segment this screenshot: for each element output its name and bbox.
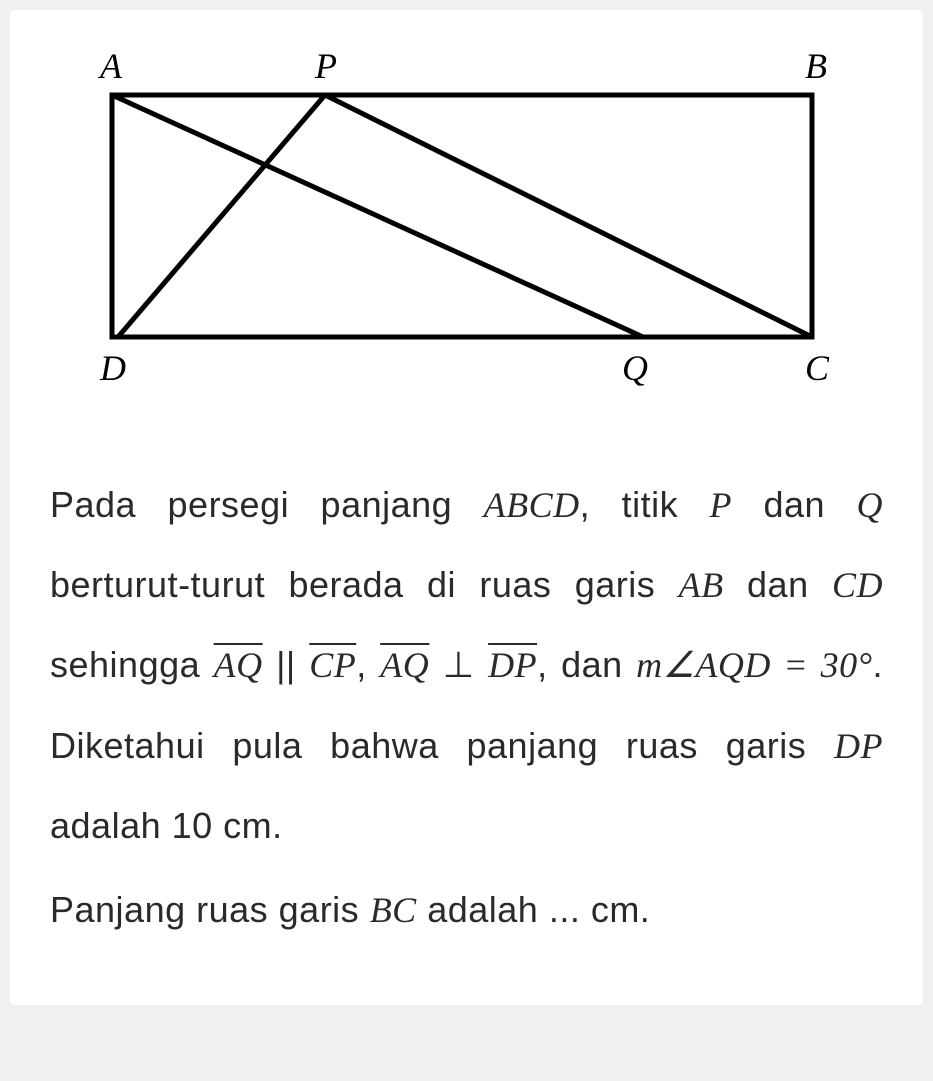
seg-DP: DP xyxy=(488,645,537,685)
parallel-symbol: || xyxy=(263,644,310,685)
var-CD: CD xyxy=(832,565,883,605)
label-D: D xyxy=(100,347,126,389)
diagram-wrapper: A P B D Q C xyxy=(50,45,883,385)
seg-AQ: AQ xyxy=(214,645,263,685)
text-span: berturut-turut berada di ruas garis xyxy=(50,564,679,605)
var-DP: DP xyxy=(834,726,883,766)
label-Q: Q xyxy=(622,347,648,389)
problem-container: A P B D Q C Pada persegi panjang ABCD, t… xyxy=(10,10,923,1005)
label-C: C xyxy=(805,347,829,389)
text-span: , titik xyxy=(580,484,710,525)
var-BC: BC xyxy=(370,890,417,930)
label-P: P xyxy=(315,45,337,87)
seg-AQ-2: AQ xyxy=(380,645,429,685)
text-span: Pada persegi panjang xyxy=(50,484,484,525)
text-span: adalah ... cm. xyxy=(417,889,651,930)
var-P: P xyxy=(710,485,733,525)
text-span: sehingga xyxy=(50,644,214,685)
var-ABCD: ABCD xyxy=(484,485,580,525)
text-span: dan xyxy=(724,564,832,605)
angle-expr: m∠AQD = 30° xyxy=(636,645,872,685)
geometry-diagram: A P B D Q C xyxy=(70,45,840,385)
text-span: , xyxy=(356,644,367,685)
rectangle-ABCD xyxy=(112,95,812,337)
perp-symbol: ⊥ xyxy=(429,644,488,685)
text-span: dan xyxy=(732,484,856,525)
paragraph-1: Pada persegi panjang ABCD, titik P dan Q… xyxy=(50,465,883,865)
text-span: adalah 10 cm. xyxy=(50,805,283,846)
label-A: A xyxy=(100,45,122,87)
text-span: Panjang ruas garis xyxy=(50,889,370,930)
var-Q: Q xyxy=(857,485,884,525)
seg-CP: CP xyxy=(309,645,356,685)
line-DP xyxy=(118,95,325,337)
text-span: , dan xyxy=(537,644,636,685)
var-AB: AB xyxy=(679,565,724,605)
problem-text: Pada persegi panjang ABCD, titik P dan Q… xyxy=(50,465,883,950)
paragraph-question: Panjang ruas garis BC adalah ... cm. xyxy=(50,870,883,950)
diagram-svg xyxy=(70,45,840,345)
label-B: B xyxy=(805,45,827,87)
